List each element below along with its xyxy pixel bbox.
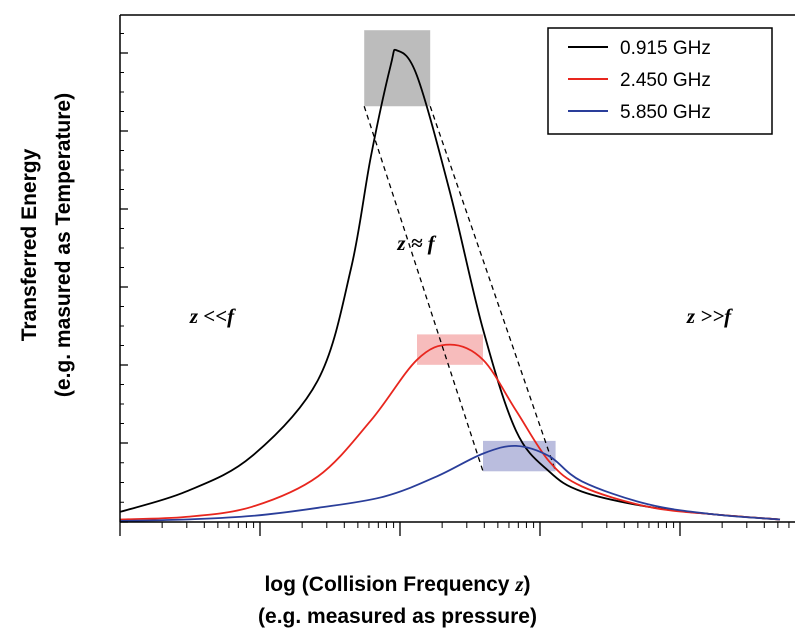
series-line-0 [119,48,781,521]
axes [119,14,795,536]
annotation-z-much-less-f: z <<f [189,304,236,328]
legend-label-5850: 5.850 GHz [620,102,711,123]
legend-label-0915: 0.915 GHz [620,38,711,59]
annotation-z-approx-f: z ≈ f [396,231,436,255]
peak-boxes [364,30,556,472]
series-line-2 [119,444,781,522]
legend: 0.915 GHz 2.450 GHz 5.850 GHz [547,27,773,135]
dashed-line-right [429,106,557,472]
legend-label-2450: 2.450 GHz [620,70,711,91]
peak-box-1 [417,334,483,365]
x-axis-title-line2: (e.g. measured as pressure) [258,605,537,628]
y-axis-title-line1: Transferred Energy [18,148,41,341]
peak-shift-dashed-lines [363,106,557,472]
peak-box-0 [364,30,431,107]
dashed-line-left [363,106,484,472]
y-axis-title-line2: (e.g. masured as Temperature) [52,93,75,397]
series-lines [119,48,781,522]
x-axis-title-line1: log (Collision Frequency z) [264,572,531,596]
series-line-1 [119,343,781,521]
annotation-z-much-greater-f: z >>f [686,304,733,328]
legend-frame [547,27,773,135]
